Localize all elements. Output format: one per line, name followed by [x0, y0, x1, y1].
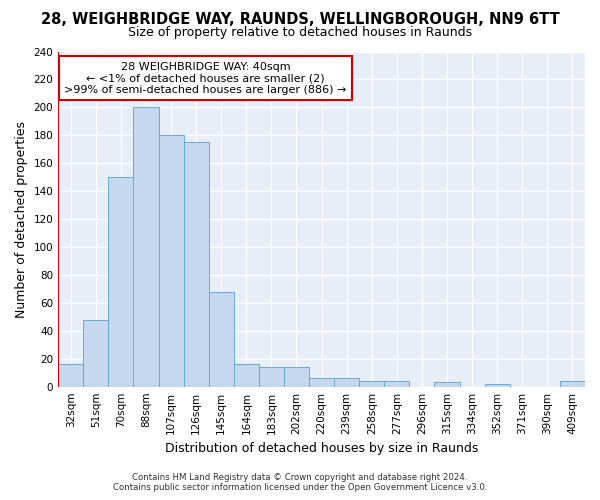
Bar [309, 378, 334, 386]
Bar [334, 378, 359, 386]
Text: 28, WEIGHBRIDGE WAY, RAUNDS, WELLINGBOROUGH, NN9 6TT: 28, WEIGHBRIDGE WAY, RAUNDS, WELLINGBORO… [41, 12, 559, 28]
Bar [158, 136, 184, 386]
Bar [58, 364, 83, 386]
Bar [284, 367, 309, 386]
Bar [184, 142, 209, 386]
Bar [485, 384, 510, 386]
Bar [259, 367, 284, 386]
Text: 28 WEIGHBRIDGE WAY: 40sqm
← <1% of detached houses are smaller (2)
>99% of semi-: 28 WEIGHBRIDGE WAY: 40sqm ← <1% of detac… [64, 62, 347, 95]
X-axis label: Distribution of detached houses by size in Raunds: Distribution of detached houses by size … [165, 442, 478, 455]
Bar [385, 381, 409, 386]
Text: Size of property relative to detached houses in Raunds: Size of property relative to detached ho… [128, 26, 472, 39]
Bar [359, 381, 385, 386]
Bar [109, 177, 133, 386]
Bar [434, 382, 460, 386]
Y-axis label: Number of detached properties: Number of detached properties [15, 120, 28, 318]
Text: Contains HM Land Registry data © Crown copyright and database right 2024.
Contai: Contains HM Land Registry data © Crown c… [113, 473, 487, 492]
Bar [560, 381, 585, 386]
Bar [133, 108, 158, 386]
Bar [234, 364, 259, 386]
Bar [209, 292, 234, 386]
Bar [83, 320, 109, 386]
